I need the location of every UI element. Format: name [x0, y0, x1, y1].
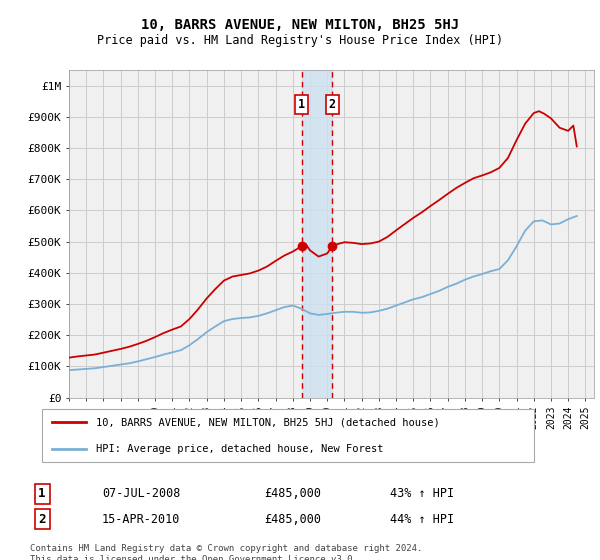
Text: 44% ↑ HPI: 44% ↑ HPI: [390, 512, 454, 526]
Text: 15-APR-2010: 15-APR-2010: [102, 512, 181, 526]
Text: 07-JUL-2008: 07-JUL-2008: [102, 487, 181, 501]
Text: £485,000: £485,000: [264, 512, 321, 526]
Text: HPI: Average price, detached house, New Forest: HPI: Average price, detached house, New …: [96, 444, 383, 454]
Text: 1: 1: [38, 487, 46, 501]
Text: 2: 2: [329, 98, 336, 111]
Text: Contains HM Land Registry data © Crown copyright and database right 2024.
This d: Contains HM Land Registry data © Crown c…: [30, 544, 422, 560]
Text: £485,000: £485,000: [264, 487, 321, 501]
Text: 10, BARRS AVENUE, NEW MILTON, BH25 5HJ: 10, BARRS AVENUE, NEW MILTON, BH25 5HJ: [141, 18, 459, 32]
Text: 10, BARRS AVENUE, NEW MILTON, BH25 5HJ (detached house): 10, BARRS AVENUE, NEW MILTON, BH25 5HJ (…: [96, 417, 440, 427]
Bar: [302, 70, 332, 398]
Text: 43% ↑ HPI: 43% ↑ HPI: [390, 487, 454, 501]
Text: 2: 2: [38, 512, 46, 526]
Text: 1: 1: [298, 98, 305, 111]
Text: Price paid vs. HM Land Registry's House Price Index (HPI): Price paid vs. HM Land Registry's House …: [97, 34, 503, 47]
